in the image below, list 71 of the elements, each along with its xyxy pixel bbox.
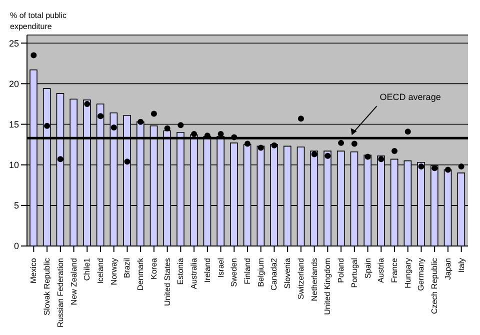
point [404, 128, 411, 135]
point [110, 124, 117, 131]
point [351, 140, 358, 147]
point [364, 154, 371, 160]
point [164, 125, 170, 132]
x-tick-label: Slovak Republic [42, 258, 52, 316]
point [311, 151, 318, 158]
x-tick-label: Slovenia [283, 257, 292, 289]
point [444, 166, 451, 173]
y-tick-label: 0 [14, 241, 19, 252]
x-tick-label: Norway [109, 258, 118, 286]
point [338, 140, 344, 146]
x-tick-label: Germany [416, 258, 426, 291]
point [392, 148, 398, 154]
x-tick-label: Netherlands [310, 258, 319, 302]
x-tick-label: Canada2 [270, 257, 279, 290]
x-tick-label: Spain [363, 258, 372, 278]
x-tick-label: France [390, 257, 399, 283]
x-tick-label: Ireland [202, 258, 212, 282]
x-tick-label: Austria [376, 257, 386, 283]
point [191, 131, 198, 138]
x-tick-label: Russian Federation [56, 258, 65, 328]
x-tick-label: United Kingdom [323, 258, 332, 315]
x-tick-label: Czech Republic [430, 258, 440, 314]
x-tick-label: New Zealand [69, 258, 78, 306]
point [84, 100, 90, 107]
point [432, 165, 438, 172]
x-tick-label: Poland [336, 258, 346, 283]
y-tick-label: 25 [8, 38, 19, 48]
x-tick-label: Korea [149, 257, 158, 280]
y-axis-title: % of total public expenditure [10, 10, 68, 32]
x-tick-label: Israel [216, 258, 226, 278]
point [30, 52, 37, 58]
x-tick-label: Finland [243, 258, 252, 284]
point [378, 156, 384, 162]
y-tick-label: 5 [14, 200, 19, 211]
point [244, 140, 250, 147]
x-tick-label: Chile1 [82, 257, 92, 281]
point [258, 144, 264, 151]
point [298, 116, 304, 122]
point [271, 142, 278, 148]
ref-line-label: OECD average [380, 92, 441, 102]
point [418, 163, 424, 170]
x-tick-label: Australia [190, 257, 199, 290]
x-tick-label: Iceland [96, 258, 105, 284]
x-tick-label: Estonia [176, 257, 186, 285]
x-tick-label: Denmark [136, 257, 146, 290]
point [150, 110, 157, 117]
x-tick-label: Hungary [403, 258, 412, 288]
x-tick-label: Japan [443, 258, 452, 280]
point [458, 163, 464, 170]
x-tick-label: Switzerland [296, 258, 306, 300]
point [138, 118, 144, 125]
x-tick-label: Portugal [350, 258, 359, 288]
point [124, 158, 130, 165]
y-tick-label: 15 [8, 119, 19, 130]
point [178, 122, 184, 128]
point [218, 131, 224, 138]
x-tick-label: Sweden [230, 258, 239, 287]
point [44, 122, 50, 129]
x-tick-label: Mexico [29, 257, 38, 284]
x-tick-label: United States [162, 258, 172, 306]
x-tick-label: Brazil [122, 258, 132, 278]
x-tick-label: Italy [456, 258, 466, 273]
point [324, 152, 331, 159]
point [98, 113, 104, 120]
y-tick-label: 10 [8, 160, 19, 170]
point [57, 156, 64, 162]
point [231, 134, 238, 140]
y-tick-label: 20 [8, 78, 19, 89]
x-tick-label: Belgium [256, 258, 266, 287]
